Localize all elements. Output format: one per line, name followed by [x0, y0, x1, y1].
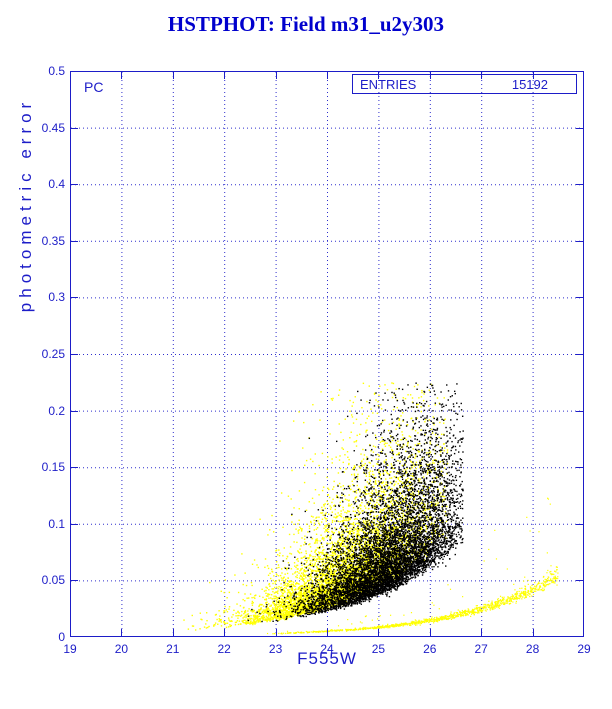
y-tick-label: 0.3: [48, 290, 65, 305]
scatter-plot-canvas: [70, 71, 584, 637]
x-tick-label: 27: [474, 642, 488, 656]
x-tick-label: 20: [114, 642, 129, 656]
x-tick-label: 23: [268, 642, 283, 656]
y-tick-label: 0.5: [48, 64, 65, 78]
x-tick-label: 19: [63, 642, 77, 656]
x-tick-label: 21: [166, 642, 180, 656]
y-tick-label: 0.25: [41, 347, 65, 361]
y-tick-label: 0.45: [41, 120, 65, 135]
x-tick-label: 28: [525, 642, 540, 656]
x-tick-label: 29: [577, 642, 591, 656]
stats-entries-value: 15192: [511, 76, 548, 92]
y-tick-label: 0: [58, 630, 65, 644]
x-axis-title: F555W: [297, 649, 357, 668]
y-tick-label: 0.15: [41, 460, 65, 475]
y-tick-label: 0.35: [41, 233, 65, 248]
x-tick-label: 26: [423, 642, 437, 656]
chip-annotation: PC: [84, 79, 104, 95]
y-tick-label: 0.2: [48, 403, 65, 418]
x-tick-label: 24: [320, 642, 334, 656]
page-title: HSTPHOT: Field m31_u2y303: [167, 12, 445, 36]
x-tick-label: 22: [217, 642, 231, 656]
y-tick-label: 0.4: [48, 177, 65, 192]
y-tick-label: 0.05: [41, 573, 65, 588]
stats-entries-label: ENTRIES: [360, 76, 417, 92]
y-tick-label: 0.1: [48, 516, 65, 531]
x-tick-label: 25: [371, 642, 386, 656]
stats-box: ENTRIES 15192: [352, 74, 577, 94]
